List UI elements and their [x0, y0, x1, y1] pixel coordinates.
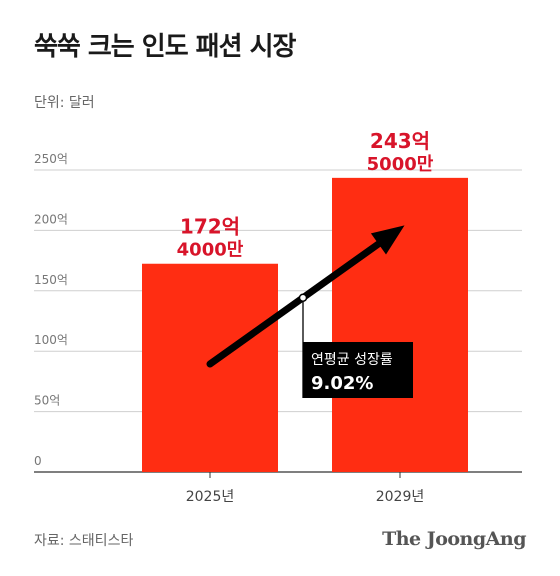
bar [142, 263, 278, 472]
y-tick-label: 0 [34, 454, 42, 468]
y-tick-label: 50억 [34, 394, 60, 408]
x-axis-labels: 2025년 2029년 [186, 472, 425, 505]
value-label-sub: 4000만 [177, 240, 244, 261]
y-axis-labels: 0 50억 100억 150억 200억 250억 [34, 152, 68, 468]
bar [332, 177, 468, 473]
y-tick-label: 250억 [34, 152, 68, 166]
annotation-dot [298, 293, 308, 302]
y-tick-label: 100억 [34, 333, 68, 347]
growth-arrow-shaft [206, 240, 382, 368]
annotation-value: 9.02% [311, 373, 373, 394]
x-tick-label: 2025년 [186, 489, 235, 505]
annotation-label: 연평균 성장률 [311, 352, 393, 368]
chart-title: 쑥쑥 크는 인도 패션 시장 [34, 32, 296, 62]
growth-annotation: 연평균 성장률 9.02% [206, 225, 413, 398]
source-note: 자료: 스태티스타 [34, 533, 134, 549]
value-label-sub: 5000만 [367, 154, 434, 175]
growth-arrow-head [370, 225, 405, 255]
unit-label: 단위: 달러 [34, 95, 95, 111]
value-label: 243억 [370, 129, 430, 153]
publisher-logo: The JoongAng [382, 528, 526, 550]
x-tick-label: 2029년 [376, 489, 425, 505]
annotation-box [303, 342, 413, 398]
y-tick-label: 200억 [34, 212, 68, 226]
y-tick-label: 150억 [34, 273, 68, 287]
value-label: 172억 [180, 215, 240, 239]
